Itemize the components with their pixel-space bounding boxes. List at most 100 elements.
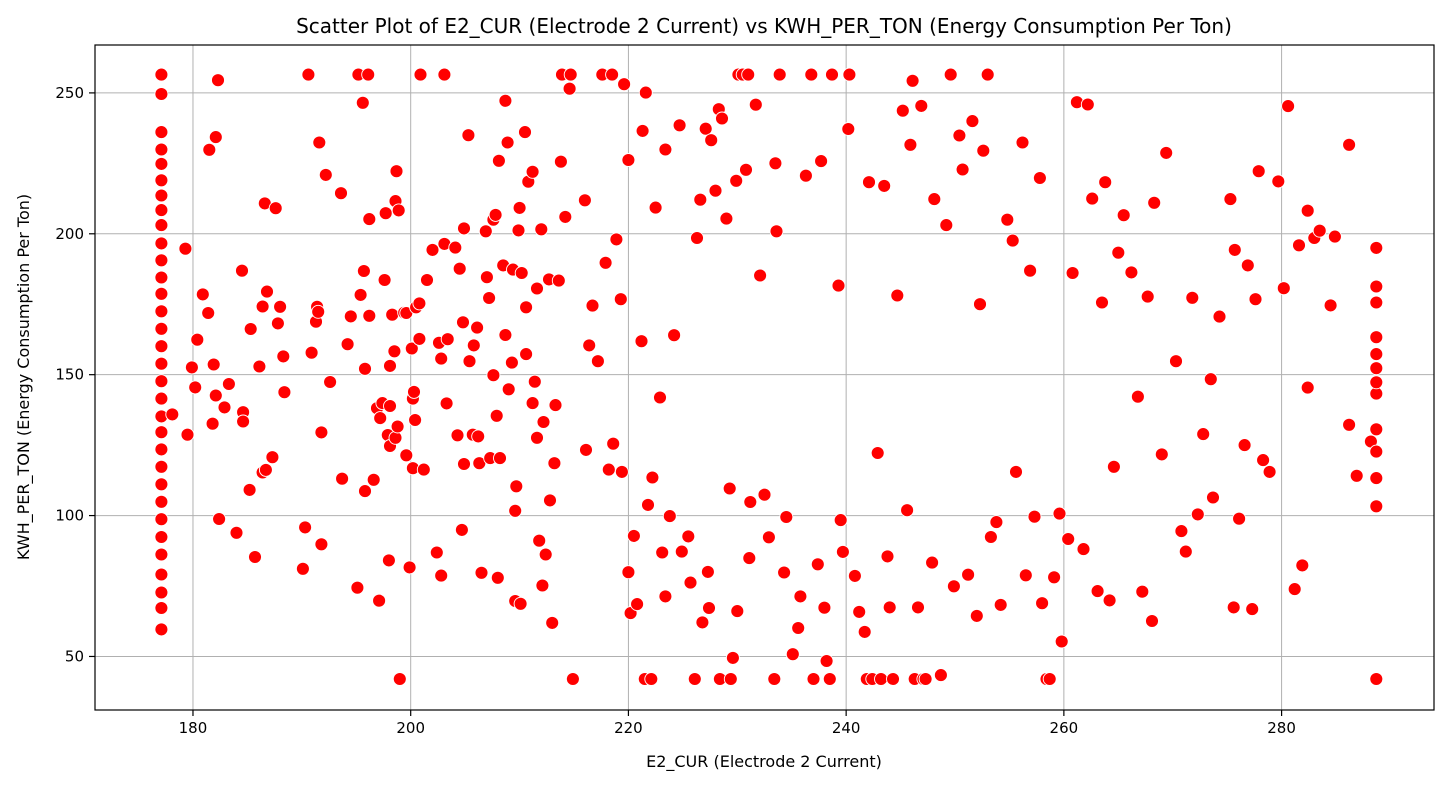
data-points: [154, 67, 1384, 686]
data-point: [1018, 568, 1033, 583]
data-point: [311, 304, 326, 319]
data-point: [825, 67, 839, 82]
data-point: [154, 156, 169, 171]
data-point: [404, 341, 419, 356]
data-point: [1061, 532, 1076, 546]
data-point: [276, 349, 291, 364]
data-point: [1102, 593, 1117, 608]
data-point: [154, 270, 169, 285]
data-point: [943, 67, 958, 82]
data-point: [976, 143, 991, 158]
data-point: [1130, 389, 1145, 404]
data-point: [980, 67, 995, 82]
data-point: [1042, 672, 1057, 686]
data-point: [857, 624, 872, 639]
data-point: [667, 328, 682, 343]
data-point: [519, 347, 534, 362]
data-point: [641, 497, 655, 512]
data-point: [1227, 242, 1242, 257]
data-point: [1369, 361, 1384, 376]
data-point: [252, 359, 267, 374]
data-point: [1185, 290, 1200, 305]
data-point: [681, 529, 696, 544]
data-point: [504, 355, 519, 370]
data-point: [530, 430, 544, 445]
data-point: [154, 321, 169, 336]
data-point: [178, 241, 193, 256]
data-point: [614, 464, 629, 479]
data-point: [741, 67, 756, 82]
data-point: [1295, 558, 1310, 573]
data-point: [265, 450, 280, 465]
data-point: [1369, 672, 1384, 686]
data-point: [452, 261, 467, 276]
data-point: [852, 604, 867, 619]
data-point: [301, 67, 316, 82]
data-point: [847, 568, 862, 583]
data-point: [862, 175, 876, 190]
x-axis-ticks: 180 200 220 240 260 280: [179, 710, 1296, 737]
plot-frame: [94, 44, 1435, 711]
data-point: [388, 430, 403, 445]
data-point: [399, 448, 414, 463]
data-point: [474, 565, 489, 580]
data-point: [842, 67, 857, 82]
data-point: [730, 604, 745, 619]
data-point: [882, 600, 897, 615]
data-point: [1174, 524, 1189, 539]
data-point: [511, 223, 526, 238]
data-point: [791, 621, 806, 635]
data-point: [154, 339, 169, 354]
data-point: [590, 354, 605, 369]
data-point: [638, 85, 653, 100]
data-point: [434, 351, 449, 366]
data-point: [535, 578, 550, 593]
data-point: [601, 462, 616, 477]
data-point: [255, 299, 270, 314]
data-point: [658, 589, 673, 604]
data-point: [965, 114, 980, 129]
data-point: [1145, 614, 1159, 628]
data-point: [221, 377, 236, 391]
data-point: [154, 253, 169, 268]
data-point: [551, 273, 566, 288]
data-point: [870, 446, 885, 460]
data-point: [609, 232, 624, 247]
data-point: [312, 135, 327, 150]
data-point: [579, 442, 593, 457]
data-point: [377, 273, 392, 287]
data-point: [693, 192, 708, 207]
data-point: [509, 479, 524, 494]
data-point: [387, 344, 402, 359]
data-point: [833, 513, 848, 528]
data-point: [154, 142, 169, 157]
data-point: [201, 306, 216, 320]
y-tick-label: 250: [55, 84, 84, 102]
data-point: [318, 167, 333, 182]
data-point: [1240, 258, 1255, 273]
data-point: [454, 522, 469, 537]
data-point: [1159, 145, 1174, 160]
data-point: [1300, 380, 1315, 395]
data-point: [361, 67, 376, 82]
data-point: [605, 67, 620, 82]
y-axis-label: KWH_PER_TON (Energy Consumption Per Ton): [14, 194, 34, 560]
data-point: [1052, 506, 1067, 521]
data-point: [1111, 245, 1126, 260]
data-point: [819, 654, 834, 668]
data-point: [1095, 295, 1109, 310]
data-point: [519, 300, 534, 315]
data-point: [1116, 208, 1131, 223]
data-point: [702, 601, 716, 615]
data-point: [804, 67, 819, 82]
data-point: [268, 201, 283, 216]
data-point: [1098, 175, 1113, 190]
data-point: [810, 557, 825, 572]
data-point: [634, 334, 649, 349]
data-point: [236, 414, 251, 429]
data-point: [769, 224, 784, 239]
data-point: [1369, 471, 1384, 486]
data-point: [402, 560, 417, 575]
data-point: [489, 408, 504, 423]
data-point: [525, 164, 540, 179]
